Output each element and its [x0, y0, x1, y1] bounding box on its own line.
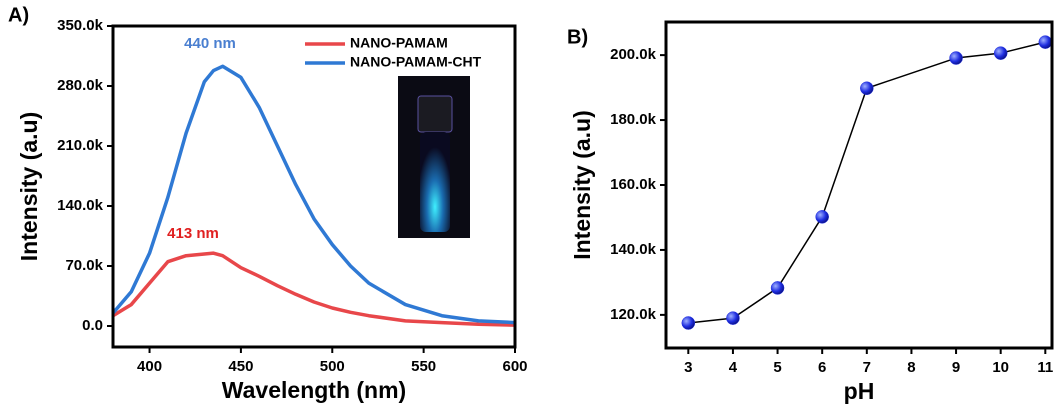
x-tick-label: 8	[907, 359, 915, 376]
data-point	[815, 210, 829, 224]
x-axis-title: pH	[844, 378, 875, 404]
y-tick-label: 210.0k	[57, 137, 104, 154]
peak-annotation: 440 nm	[184, 35, 236, 52]
y-tick-label: 70.0k	[65, 257, 103, 274]
plot-frame	[664, 20, 1054, 350]
data-point	[770, 281, 785, 295]
x-axis-title: Wavelength (nm)	[222, 377, 406, 403]
data-line	[688, 41, 1046, 324]
panel-label: B)	[567, 26, 588, 48]
y-tick-label: 280.0k	[57, 77, 104, 94]
peak-annotation: 413 nm	[167, 225, 219, 242]
x-tick-label: 7	[863, 359, 871, 376]
legend-label: NANO-PAMAM-CHT	[350, 54, 482, 70]
data-point	[681, 316, 696, 330]
legend-label: NANO-PAMAM	[350, 35, 448, 51]
x-tick-label: 4	[729, 359, 738, 376]
y-tick-label: 200.0k	[610, 46, 657, 63]
plot-frame	[111, 24, 517, 349]
data-point	[1038, 35, 1053, 49]
y-tick-label: 160.0k	[610, 176, 657, 193]
y-tick-label: 120.0k	[610, 306, 657, 323]
y-tick-label: 180.0k	[610, 111, 657, 128]
x-tick-label: 9	[952, 359, 960, 376]
panel-label: A)	[8, 4, 29, 26]
x-tick-label: 600	[502, 358, 527, 375]
data-point	[860, 81, 874, 95]
x-tick-label: 3	[684, 359, 692, 376]
x-tick-label: 10	[992, 359, 1009, 376]
x-tick-label: 550	[411, 358, 436, 375]
x-tick-label: 500	[320, 358, 345, 375]
x-tick-label: 5	[773, 359, 781, 376]
y-tick-label: 140.0k	[57, 197, 104, 214]
data-line	[112, 251, 516, 327]
data-line	[111, 64, 516, 325]
data-point	[949, 51, 963, 65]
vial-photo	[398, 76, 470, 238]
y-axis-title: Intensity (a.u)	[16, 112, 42, 262]
data-point	[726, 311, 740, 325]
x-tick-label: 450	[228, 358, 253, 375]
y-tick-label: 350.0k	[57, 17, 104, 34]
x-tick-label: 400	[137, 358, 162, 375]
y-axis-title: Intensity (a.u)	[569, 110, 595, 260]
data-point	[993, 46, 1008, 60]
y-tick-label: 140.0k	[610, 241, 657, 258]
y-tick-label: 0.0	[82, 317, 103, 334]
x-tick-label: 6	[818, 359, 826, 376]
x-tick-label: 11	[1037, 359, 1053, 376]
